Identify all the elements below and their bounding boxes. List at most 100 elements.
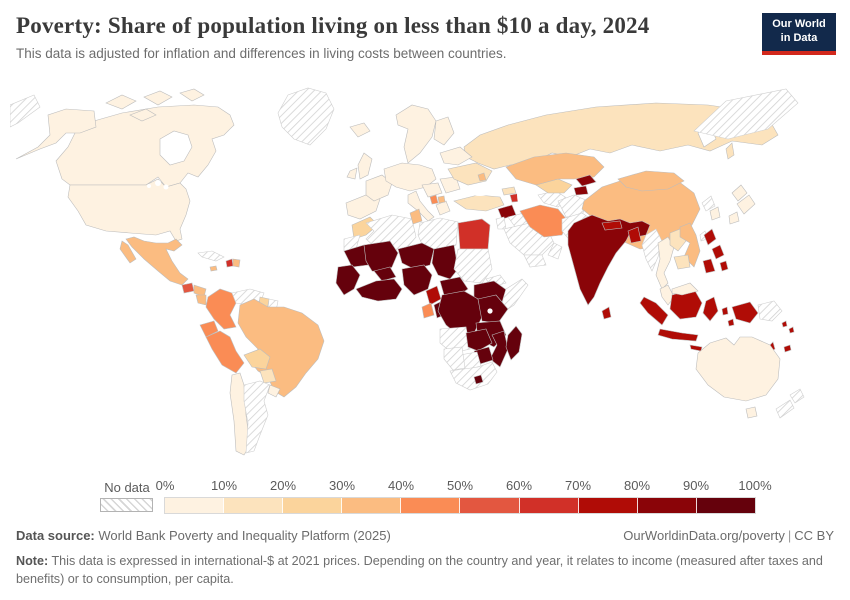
country-france[interactable] [365,174,393,202]
country-cote-d-ivoire-and-ghana-region[interactable] [355,278,403,302]
country-bolivia[interactable] [243,348,271,370]
country-bangladesh[interactable] [627,226,642,244]
legend-bin-2[interactable] [283,498,343,513]
country-uruguay[interactable] [267,384,281,398]
country-nepal[interactable] [601,220,623,231]
country-cuba[interactable] [197,250,225,262]
legend-bin-0[interactable] [165,498,225,513]
country-arctic-sliver-west-[interactable] [10,94,41,128]
country-guatemala[interactable] [181,282,195,294]
legend-color-bar[interactable] [164,497,756,514]
country-tajikistan[interactable] [573,185,589,196]
country-sumatra-indonesia-[interactable] [639,296,669,326]
country-mongolia[interactable] [617,170,685,192]
country-colombia[interactable] [205,288,237,330]
owid-logo[interactable]: Our World in Data [762,13,836,55]
country-egypt[interactable] [457,218,491,250]
country-central-europe[interactable] [383,162,437,192]
country-tasmania-australia-[interactable] [745,406,758,419]
country-canadian-arctic-islands[interactable] [105,88,205,122]
country-somalia[interactable] [501,278,529,314]
country-haiti[interactable] [225,258,234,268]
legend-bin-3[interactable] [342,498,402,513]
country-java-indonesia-[interactable] [657,328,699,342]
country-australia[interactable] [695,336,781,402]
country-sri-lanka[interactable] [601,306,612,320]
country-malaysia-borneo-[interactable] [671,282,699,296]
country-greenland[interactable] [277,87,335,146]
country-italy[interactable] [407,190,435,222]
country-norway-and-sweden[interactable] [395,104,437,164]
country-tunisia[interactable] [409,208,423,225]
country-kyrgyzstan[interactable] [575,174,597,187]
legend-bin-8[interactable] [637,498,697,513]
country-uganda-and-kenya[interactable] [477,294,509,324]
country-united-states[interactable] [67,178,191,242]
country-namibia[interactable] [443,346,466,371]
country-lesotho[interactable] [473,374,484,385]
country-belarus-and-baltics[interactable] [439,146,473,166]
country-ireland[interactable] [346,167,358,180]
country-nigeria[interactable] [401,264,433,296]
country-argentina[interactable] [243,380,271,454]
country-kazakhstan[interactable] [505,152,605,186]
legend-bin-5[interactable] [460,498,520,513]
country-philippines[interactable] [702,228,729,274]
country-south-africa[interactable] [449,361,498,391]
legend-bin-9[interactable] [696,498,755,513]
country-jordan-and-israel[interactable] [495,216,507,230]
country-north-macedonia[interactable] [437,195,446,204]
country-yemen[interactable] [523,254,547,268]
legend-no-data-swatch[interactable] [100,498,153,512]
country-albania[interactable] [429,194,439,205]
country-sudan[interactable] [453,248,493,284]
country-oman[interactable] [547,242,563,260]
country-dominican-republic[interactable] [232,258,241,268]
country-brazil[interactable] [237,298,325,398]
country-mozambique-and-malawi[interactable] [489,330,509,368]
country-west-papua-indonesia-[interactable] [731,301,759,324]
legend-bin-4[interactable] [401,498,461,513]
country-sulawesi-indonesia-[interactable] [702,296,719,322]
country-nicaragua[interactable] [195,294,207,306]
country-senegal-and-guinea-region[interactable] [335,264,361,296]
country-alaska-united-states-[interactable] [15,108,97,160]
country-moldova[interactable] [477,172,487,182]
country-india[interactable] [567,214,651,306]
country-mali[interactable] [363,240,399,274]
country-mexico[interactable] [125,236,189,286]
country-jamaica[interactable] [209,265,218,272]
country-paraguay[interactable] [259,368,277,384]
country-fiji[interactable] [783,344,792,353]
owid-link[interactable]: OurWorldinData.org/poverty [623,528,785,543]
country-chukotka-arctic-[interactable] [693,88,799,140]
country-turkey[interactable] [453,194,505,212]
country-north-korea[interactable] [701,195,716,212]
country-maluku-islands-indonesia-[interactable] [721,306,735,327]
legend-bin-7[interactable] [578,498,638,513]
country-romania-and-bulgaria[interactable] [439,176,461,194]
country-baja-california-mexico-[interactable] [119,240,137,264]
country-zambia[interactable] [465,328,493,352]
country-peru[interactable] [205,330,245,374]
country-niger[interactable] [397,242,435,270]
license-label[interactable]: CC BY [794,528,834,543]
country-georgia[interactable] [501,186,517,196]
country-iceland[interactable] [349,122,371,138]
country-burkina-faso[interactable] [373,266,397,282]
country-united-kingdom[interactable] [357,152,373,180]
country-ecuador[interactable] [199,320,219,338]
country-myanmar[interactable] [641,228,663,272]
country-chad[interactable] [431,244,459,280]
legend-bin-1[interactable] [224,498,284,513]
country-papua-new-guinea[interactable] [757,300,783,322]
country-solomon-islands[interactable] [781,320,795,334]
country-madagascar[interactable] [505,325,523,361]
country-finland[interactable] [433,116,455,146]
legend-bin-6[interactable] [519,498,579,513]
country-new-zealand[interactable] [775,388,805,419]
country-south-korea[interactable] [709,206,721,221]
country-japan[interactable] [728,184,756,225]
country-western-balkans[interactable] [421,182,443,198]
country-gabon[interactable] [421,302,435,319]
